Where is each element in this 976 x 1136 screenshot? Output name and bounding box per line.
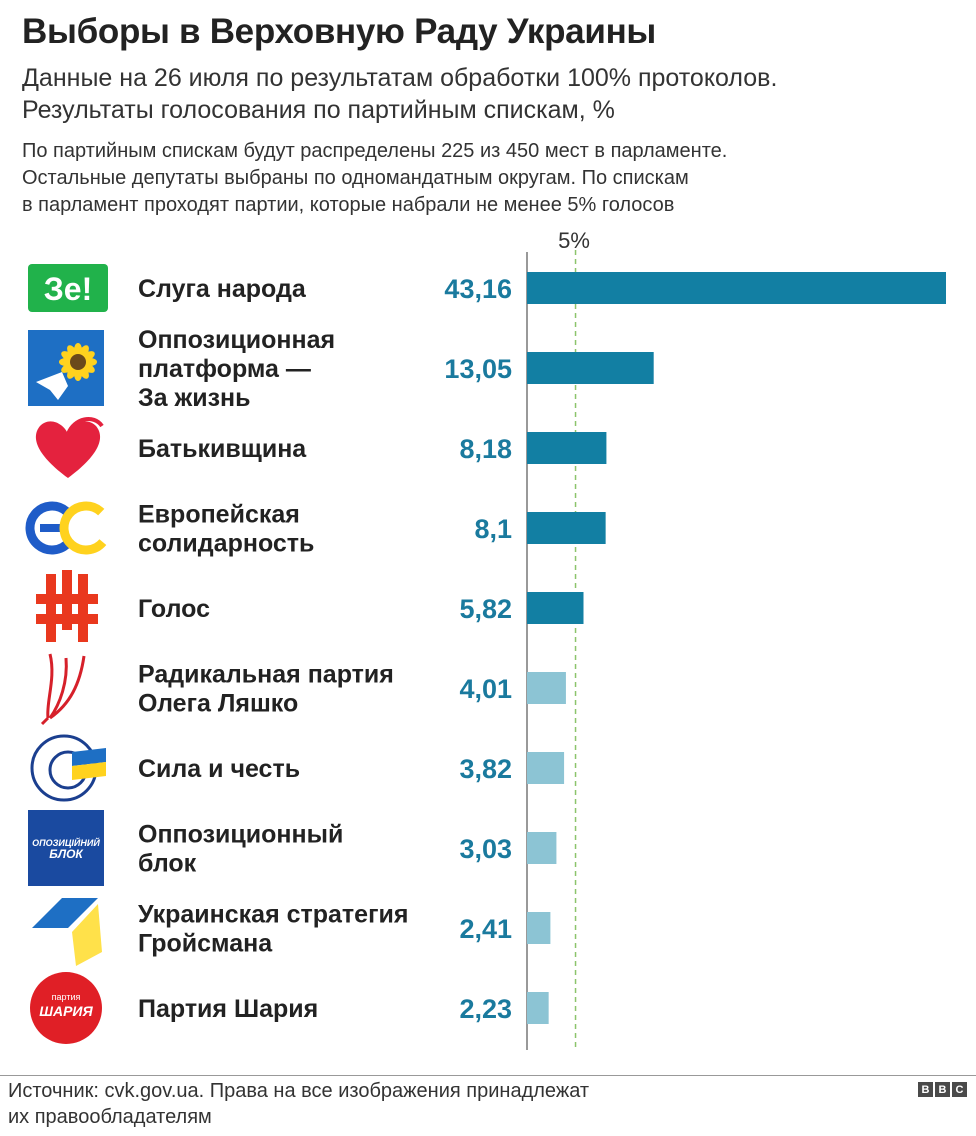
es-logo: [25, 501, 113, 555]
holos-bar: [36, 614, 98, 624]
shariy-text-small: партия: [52, 992, 81, 1002]
bbc-logo: B B C: [918, 1082, 967, 1097]
category-label: Оппозиционный: [138, 821, 343, 849]
category-label: Слуга народа: [138, 275, 307, 303]
source-line-1: Источник: cvk.gov.ua. Права на все изобр…: [8, 1080, 590, 1102]
holos-bar: [36, 594, 98, 604]
category-label: Сила и честь: [138, 755, 300, 783]
category-label: солидарность: [138, 530, 314, 558]
subtitle-line-1: Данные на 26 июля по результатам обработ…: [22, 64, 778, 92]
bar: [527, 992, 549, 1024]
heart-shape: [35, 421, 101, 478]
us-blue-shape: [32, 898, 98, 928]
footer-divider: [0, 1075, 976, 1076]
holos-bar: [78, 574, 88, 642]
bar: [527, 432, 607, 464]
es-e-bar: [40, 524, 62, 532]
holos-bar: [46, 574, 56, 642]
bar: [527, 272, 946, 304]
bar: [527, 592, 584, 624]
source-line-2: их правообладателям: [8, 1106, 212, 1128]
page-title: Выборы в Верховную Раду Украины: [22, 12, 656, 51]
note-line-1: По партийным спискам будут распределены …: [22, 140, 728, 162]
opp-bloc-text-2: БЛОК: [49, 847, 84, 861]
value-label: 13,05: [444, 354, 512, 384]
holos-logo: [36, 570, 98, 642]
category-label: Оппозиционная: [138, 326, 335, 354]
bbc-letter-3: C: [952, 1082, 967, 1097]
ze-logo-text: Зе!: [44, 271, 93, 307]
category-label: Европейская: [138, 501, 300, 529]
es-c-arc: [59, 501, 113, 555]
value-label: 2,41: [459, 914, 512, 944]
value-label: 8,1: [474, 514, 512, 544]
us-yellow-shape: [72, 904, 102, 966]
shariy-circle: [30, 972, 102, 1044]
heart-logo: [35, 417, 104, 478]
shariy-text-big: ШАРИЯ: [39, 1003, 93, 1019]
category-label: платформа —: [138, 355, 311, 383]
category-label: Украинская стратегия: [138, 901, 408, 929]
value-label: 8,18: [459, 434, 512, 464]
pitchfork-shape: [46, 653, 86, 720]
value-label: 4,01: [459, 674, 512, 704]
category-label: За жизнь: [138, 384, 251, 412]
bar: [527, 352, 654, 384]
value-label: 2,23: [459, 994, 512, 1024]
threshold-label: 5%: [558, 228, 590, 253]
opp-bloc-bg: [28, 810, 104, 886]
opp-bloc-text-1: ОПОЗИЦІЙНИЙ: [32, 837, 100, 848]
ukrainian-strategy-logo: [32, 898, 102, 966]
bar: [527, 752, 565, 784]
category-label: Голос: [138, 595, 210, 623]
category-label: Олега Ляшко: [138, 690, 298, 718]
sunflower-center: [70, 354, 86, 370]
sila-i-chest-logo: [30, 734, 106, 802]
category-label: блок: [138, 850, 197, 878]
bar: [527, 912, 551, 944]
note-line-2: Остальные депутаты выбраны по одномандат…: [22, 167, 689, 189]
value-label: 43,16: [444, 274, 512, 304]
sunflower-dove-logo: [28, 330, 104, 406]
sunflower-petal: [82, 351, 95, 361]
value-label: 5,82: [459, 594, 512, 624]
subtitle-line-2: Результаты голосования по партийным спис…: [22, 96, 615, 124]
ze-logo-bg: [28, 264, 108, 312]
ze-logo: Зе!: [28, 264, 108, 312]
pitchfork-handle: [40, 716, 50, 726]
bar: [527, 672, 566, 704]
category-label: Партия Шария: [138, 995, 318, 1023]
bbc-letter-2: B: [935, 1082, 950, 1097]
note-line-3: в парламент проходят партии, которые наб…: [22, 194, 675, 216]
pitchfork-logo: [40, 653, 86, 726]
dove-shape: [36, 372, 68, 400]
sila-flag-blue: [72, 748, 106, 766]
bar: [527, 832, 557, 864]
bbc-letter-1: B: [918, 1082, 933, 1097]
heart-stroke: [66, 417, 104, 435]
bar: [527, 512, 606, 544]
category-label: Гройсмана: [138, 930, 273, 958]
category-label: Батькивщина: [138, 435, 307, 463]
bar-chart: Зе! Слуга народа 43,16 Оппозиционнаяплатфор…: [25, 250, 946, 1050]
category-label: Радикальная партия: [138, 661, 394, 689]
sila-flag-yellow: [72, 762, 106, 780]
value-label: 3,82: [459, 754, 512, 784]
value-label: 3,03: [459, 834, 512, 864]
